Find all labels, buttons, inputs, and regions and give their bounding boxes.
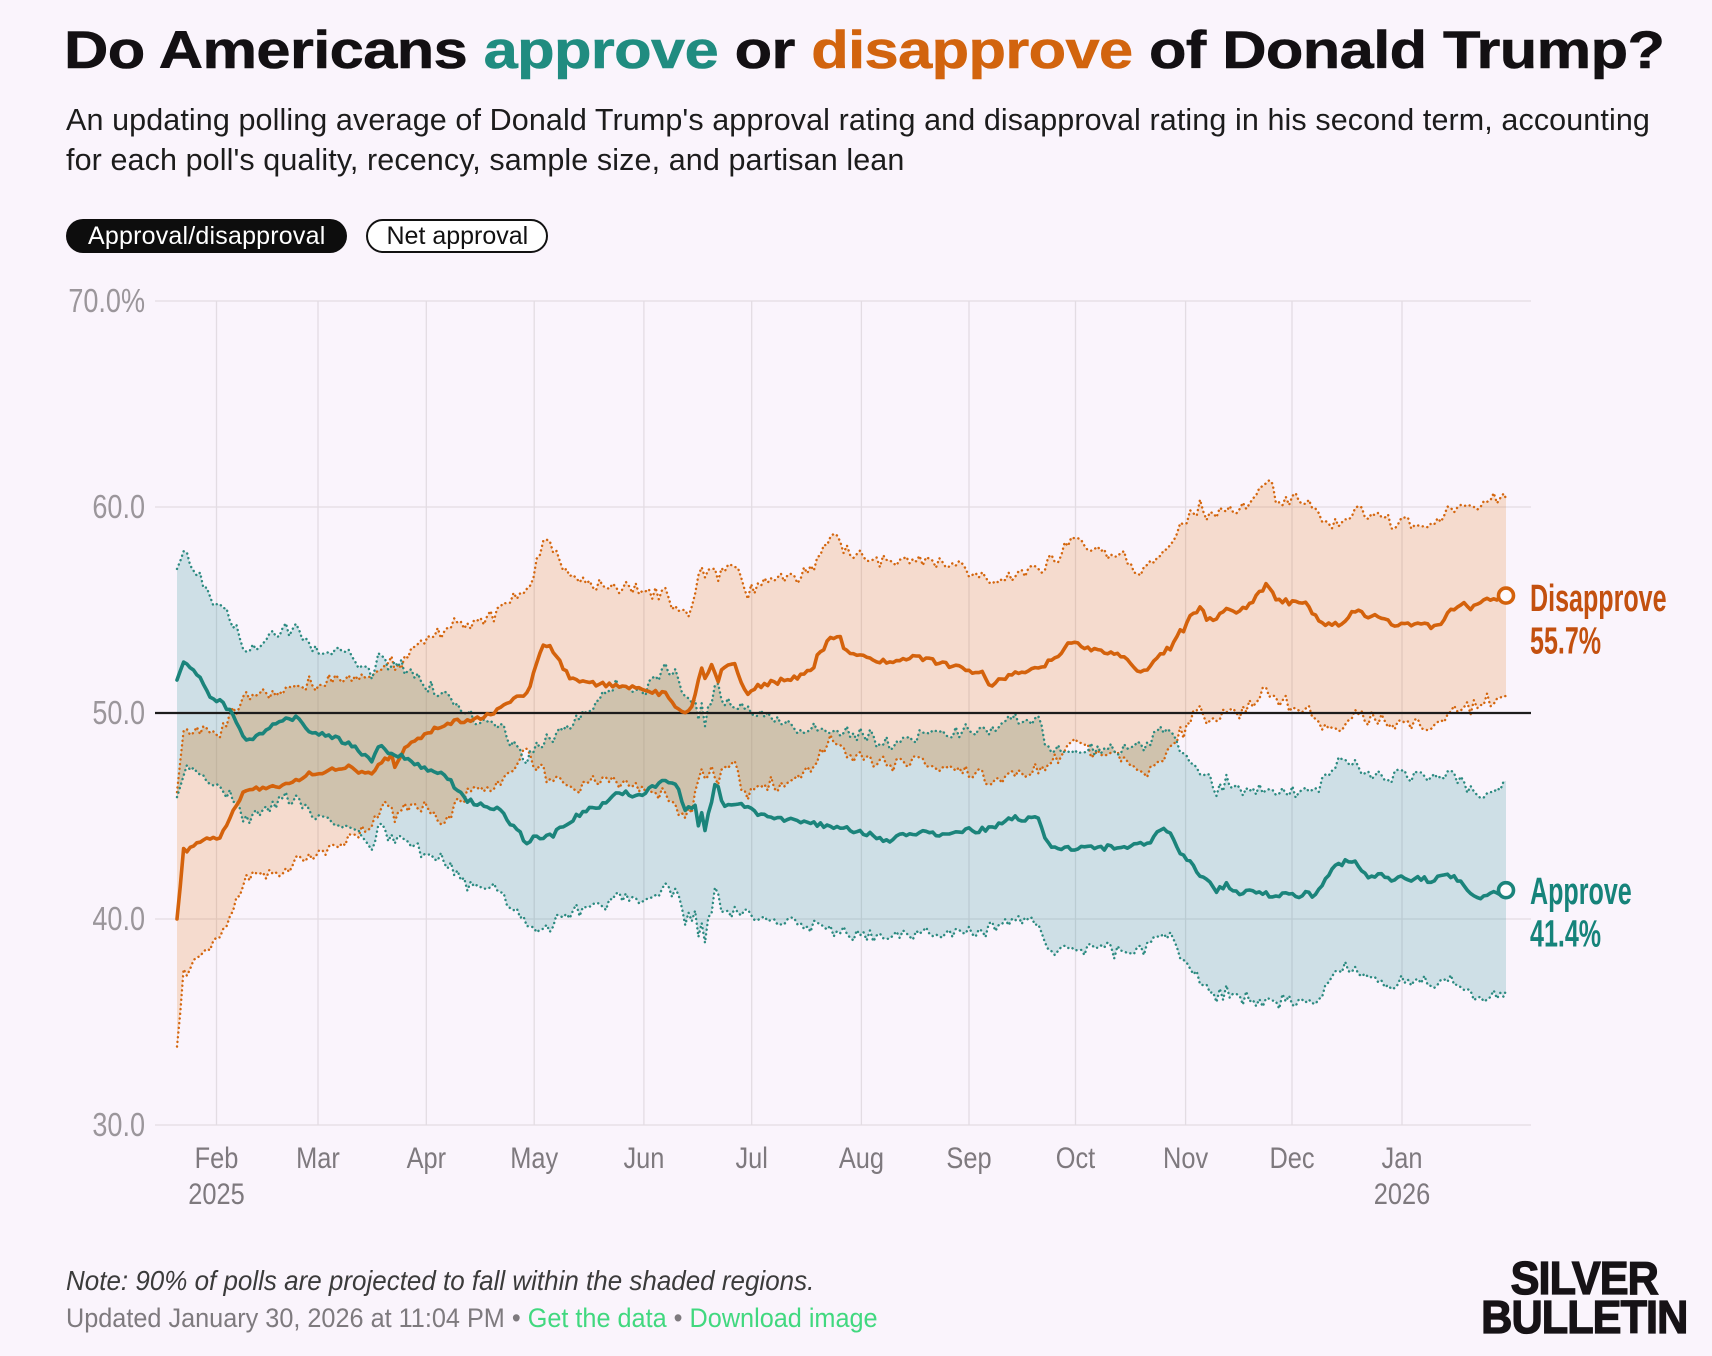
svg-text:Aug: Aug (839, 1141, 884, 1174)
svg-text:40.0: 40.0 (92, 902, 145, 938)
svg-text:Feb: Feb (195, 1141, 239, 1174)
svg-text:30.0: 30.0 (92, 1108, 145, 1144)
svg-text:Jun: Jun (623, 1141, 664, 1174)
svg-text:Oct: Oct (1056, 1141, 1096, 1174)
svg-text:2025: 2025 (188, 1177, 244, 1210)
svg-text:Dec: Dec (1269, 1141, 1314, 1174)
svg-text:2026: 2026 (1374, 1177, 1430, 1210)
svg-text:Disapprove: Disapprove (1530, 577, 1667, 619)
svg-text:May: May (510, 1141, 558, 1174)
svg-text:Jan: Jan (1382, 1141, 1423, 1174)
svg-text:41.4%: 41.4% (1530, 912, 1601, 954)
svg-text:Approve: Approve (1530, 870, 1632, 912)
svg-text:Nov: Nov (1163, 1141, 1208, 1174)
svg-text:Mar: Mar (296, 1141, 340, 1174)
svg-text:70.0%: 70.0% (68, 284, 145, 320)
svg-text:50.0: 50.0 (92, 696, 145, 732)
svg-text:Apr: Apr (407, 1141, 446, 1174)
svg-text:Jul: Jul (735, 1141, 767, 1174)
svg-text:Sep: Sep (946, 1141, 991, 1174)
svg-text:55.7%: 55.7% (1530, 619, 1601, 661)
svg-text:60.0: 60.0 (92, 490, 145, 526)
